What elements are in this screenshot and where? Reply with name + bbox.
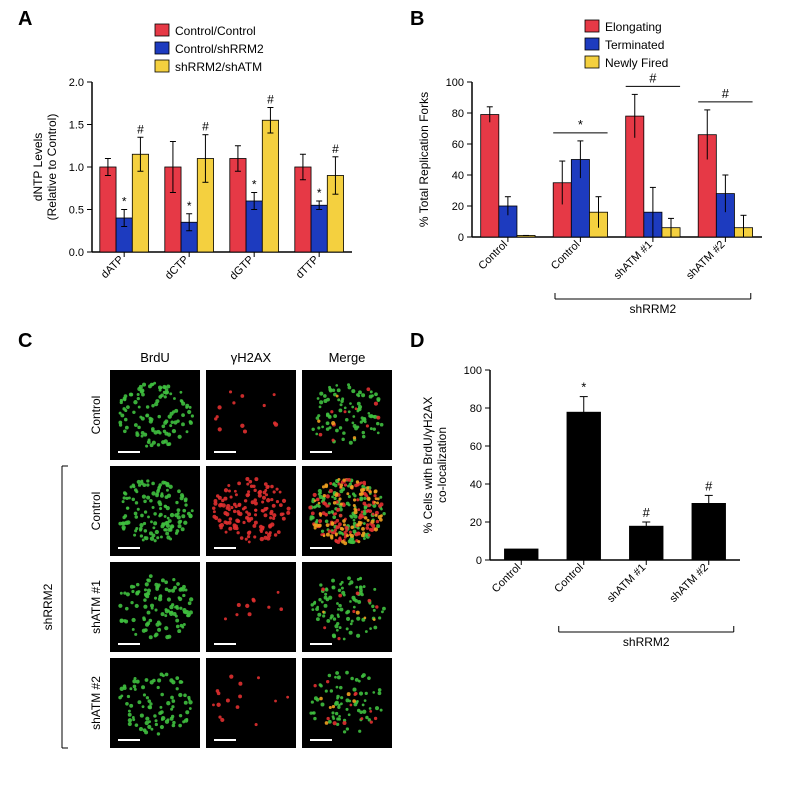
svg-text:dCTP: dCTP [163,254,191,282]
svg-text:#: # [267,93,274,107]
svg-text:#: # [643,505,651,520]
svg-text:20: 20 [452,201,464,213]
svg-text:shRRM2: shRRM2 [41,583,55,630]
svg-text:% Cells with BrdU/γH2AX: % Cells with BrdU/γH2AX [421,397,435,534]
svg-text:shATM #2: shATM #2 [684,239,727,282]
svg-text:Control: Control [490,562,524,596]
svg-text:*: * [578,117,583,132]
svg-text:100: 100 [446,77,464,89]
panel-b-chart: 0 20 40 60 80 100 % Total Replication Forks Elo… [410,12,790,322]
svg-text:0: 0 [476,555,482,567]
svg-text:dTTP: dTTP [294,254,322,282]
svg-text:*: * [252,178,257,192]
svg-text:BrdU: BrdU [140,350,170,365]
svg-text:#: # [202,120,209,134]
svg-text:Newly Fired: Newly Fired [605,56,668,70]
svg-text:#: # [722,86,730,101]
svg-text:Control: Control [552,562,586,596]
svg-text:40: 40 [470,479,482,491]
panel-a-chart: 0.0 0.5 1.0 1.5 2.0 dNTP Levels(Relative to C… [20,12,400,312]
svg-text:#: # [137,122,144,136]
panel-c-micrographs: BrdU γH2AX Merge Control Control shATM #1 shAT… [0,340,400,790]
svg-text:Control: Control [89,492,103,531]
svg-text:shATM #1: shATM #1 [605,562,648,605]
svg-text:shRRM2: shRRM2 [623,635,670,649]
svg-text:80: 80 [452,108,464,120]
svg-text:shRRM2: shRRM2 [630,302,677,316]
svg-text:co-localization: co-localization [435,427,449,503]
svg-text:*: * [122,195,127,209]
svg-text:2.0: 2.0 [69,77,84,89]
svg-text:0: 0 [458,232,464,244]
svg-text:dNTP Levels: dNTP Levels [31,133,45,201]
svg-text:20: 20 [470,517,482,529]
svg-text:shATM #1: shATM #1 [612,239,655,282]
svg-text:dATP: dATP [99,254,126,281]
svg-text:40: 40 [452,170,464,182]
svg-text:Terminated: Terminated [605,38,664,52]
svg-text:shRRM2/shATM: shRRM2/shATM [175,60,262,74]
svg-text:1.0: 1.0 [69,162,84,174]
svg-text:#: # [649,70,657,85]
svg-text:Elongating: Elongating [605,20,662,34]
svg-text:#: # [705,478,713,493]
svg-text:1.5: 1.5 [69,120,84,132]
svg-text:γH2AX: γH2AX [231,350,272,365]
svg-text:0.0: 0.0 [69,247,84,259]
svg-text:Control/Control: Control/Control [175,24,256,38]
svg-text:Merge: Merge [329,350,366,365]
svg-text:*: * [187,199,192,213]
svg-text:Control/shRRM2: Control/shRRM2 [175,42,264,56]
svg-text:0.5: 0.5 [69,205,84,217]
svg-text:Control: Control [89,396,103,435]
svg-text:Control: Control [476,239,510,273]
svg-text:60: 60 [470,441,482,453]
svg-text:shATM #2: shATM #2 [668,562,711,605]
svg-text:100: 100 [464,365,482,377]
svg-text:*: * [317,186,322,200]
panel-d-chart: 0 20 40 60 80 100 % Cells with BrdU/γH2AXco-lo… [410,340,790,780]
svg-text:% Total Replication Forks: % Total Replication Forks [417,92,431,227]
svg-text:shATM #1: shATM #1 [89,580,103,634]
svg-text:Control: Control [549,239,583,273]
svg-text:60: 60 [452,139,464,151]
svg-text:#: # [332,142,339,156]
svg-text:dGTP: dGTP [227,254,256,283]
svg-text:shATM #2: shATM #2 [89,676,103,730]
svg-text:*: * [581,380,586,395]
svg-text:(Relative to Control): (Relative to Control) [45,114,59,221]
svg-text:80: 80 [470,403,482,415]
